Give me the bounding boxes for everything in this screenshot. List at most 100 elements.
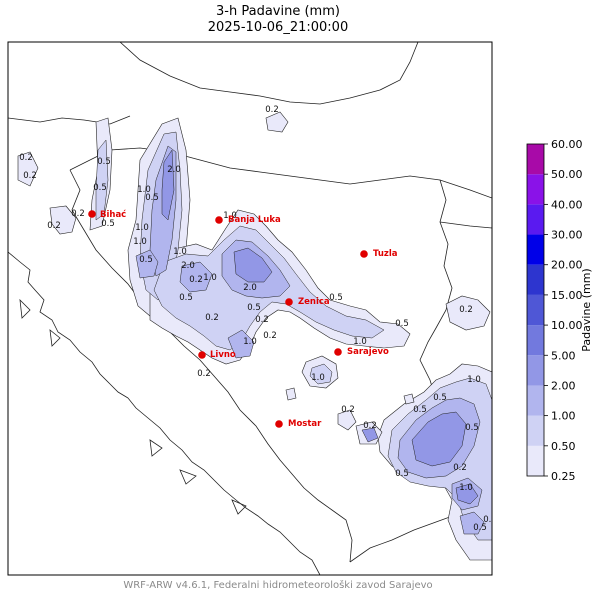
contour-label: 1.0 — [243, 337, 257, 347]
precip-patch — [49, 205, 77, 235]
contour-label: 0.5 — [145, 193, 159, 203]
colorbar-tick-label: 40.00 — [551, 198, 583, 211]
contour-label: 2.0 — [167, 165, 181, 175]
city-marker — [360, 250, 368, 258]
colorbar-swatch — [527, 325, 544, 356]
contour-label: 0.2 — [453, 463, 467, 473]
colorbar-label: Padavine (mm) — [580, 268, 593, 351]
city-label: Livno — [210, 350, 236, 360]
contour-label: 2.0 — [181, 261, 195, 271]
city-label: Banja Luka — [228, 215, 281, 225]
city-label: Sarajevo — [347, 347, 389, 357]
city-label: Bihać — [100, 209, 126, 220]
city-label: Mostar — [288, 419, 322, 429]
precip-patch — [179, 261, 213, 293]
colorbar-tick-label: 2.00 — [551, 379, 576, 392]
contour-label: 0.5 — [139, 255, 153, 265]
contour-label: 0.2 — [23, 171, 37, 181]
colorbar-tick-label: 10.00 — [551, 319, 583, 332]
contour-label: 1.0 — [203, 273, 217, 283]
coastline — [8, 251, 321, 575]
contour-label: 0.2 — [265, 105, 279, 115]
contour-label: 1.0 — [223, 211, 237, 221]
city-label: Zenica — [298, 297, 330, 307]
precip-band-200 — [161, 149, 479, 505]
contour-label: 0.2 — [205, 313, 219, 323]
contour-label: 0.5 — [247, 303, 261, 313]
contour-label: 1.0 — [133, 237, 147, 247]
city-marker — [198, 351, 206, 359]
contour-label: 0.2 — [197, 369, 211, 379]
contour-label: 0.2 — [341, 405, 355, 415]
croatia-hungary-border — [119, 42, 419, 105]
slovenia-border — [8, 115, 131, 125]
contour-label: 0.2 — [47, 221, 61, 231]
contour-label: 0.2 — [459, 305, 473, 315]
city-marker — [88, 210, 96, 218]
contour-label: 1.0 — [467, 375, 481, 385]
colorbar-swatch — [527, 385, 544, 416]
map-layers: 0.2 0.50.21.02.00.51.00.20.51.00.51.00.21… — [8, 42, 497, 575]
precip-patch — [445, 295, 491, 331]
precip-patch — [161, 149, 175, 221]
colorbar-swatch — [527, 264, 544, 295]
contour-label: 0.2 — [363, 421, 377, 431]
contour-label: 0.2 — [189, 275, 203, 285]
colorbar-swatch — [527, 294, 544, 326]
colorbar-ticks: 0.25 0.50 1.00 2.00 5.00 10.00 15.00 20.00 30.00… — [544, 138, 583, 483]
colorbar: 0.25 0.50 1.00 2.00 5.00 10.00 15.00 20.00 30.00… — [526, 138, 593, 483]
contour-label: 0.5 — [395, 469, 409, 479]
contour-label: 0.2 — [19, 153, 33, 163]
precip-patch — [227, 329, 255, 359]
contour-label: 0.5 — [395, 319, 409, 329]
contour-label: 0.5 — [413, 405, 427, 415]
contour-label: 0.2 — [255, 315, 269, 325]
colorbar-tick-label: 5.00 — [551, 349, 576, 362]
precip-patch — [337, 409, 357, 431]
contour-label: 1.0 — [137, 185, 151, 195]
colorbar-frame — [526, 143, 545, 477]
city-marker — [275, 420, 283, 428]
colorbar-tick-label: 1.00 — [551, 410, 576, 423]
precip-patch — [285, 387, 297, 401]
city-marker — [285, 298, 293, 306]
bosnia-croatia-border — [69, 147, 492, 199]
contour-label: 0.2 — [71, 209, 85, 219]
colorbar-swatch — [527, 445, 544, 476]
precip-patch — [455, 483, 479, 505]
precip-patch — [361, 427, 379, 443]
colorbar-swatch — [527, 234, 544, 265]
precip-layer — [17, 111, 492, 561]
footer-credit: WRF-ARW v4.6.1, Federalni hidrometeorolo… — [123, 580, 433, 591]
contour-label: 0.5 — [433, 393, 447, 403]
contour-label: 0.5 — [101, 219, 115, 229]
city-label: Tuzla — [373, 249, 398, 259]
contour-label: 0.5 — [97, 157, 111, 167]
contour-label: 0.5 — [473, 523, 487, 533]
contour-label: 1.0 — [459, 483, 473, 493]
city-marker — [334, 348, 342, 356]
colorbar-swatch — [527, 355, 544, 386]
precip-patch — [459, 511, 485, 535]
contour-label: 0.5 — [329, 293, 343, 303]
colorbar-tick-label: 15.00 — [551, 289, 583, 302]
map-title: 3-h Padavine (mm) — [216, 4, 340, 19]
precip-patch — [403, 393, 415, 405]
precip-patch — [17, 151, 39, 187]
contour-label: 0.5 — [179, 293, 193, 303]
city-marker — [215, 216, 223, 224]
contour-label: 0.2 — [263, 331, 277, 341]
contour-labels: 0.2 0.50.21.02.00.51.00.20.51.00.51.00.21… — [19, 105, 497, 533]
colorbar-tick-label: 30.00 — [551, 229, 583, 242]
contour-label: 0.5 — [483, 515, 497, 525]
contour-label: 0.5 — [93, 183, 107, 193]
precip-patch — [135, 249, 159, 279]
colorbar-tick-label: 50.00 — [551, 168, 583, 181]
contour-label: 1.0 — [135, 223, 149, 233]
colorbar-tick-label: 0.25 — [551, 470, 576, 483]
contour-label: 1.0 — [173, 247, 187, 257]
bosnia-croatia-border-south — [69, 169, 353, 563]
colorbar-tick-label: 60.00 — [551, 138, 583, 151]
map-frame — [7, 41, 493, 576]
